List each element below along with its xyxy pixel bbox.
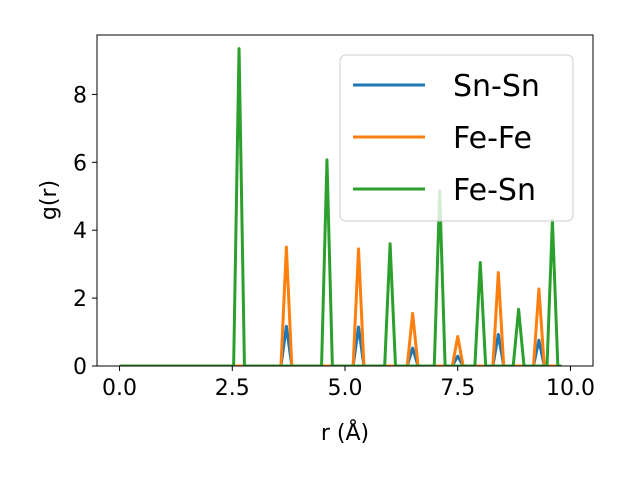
- y-tick-label: 2: [73, 287, 87, 312]
- x-tick-label: 7.5: [440, 376, 475, 401]
- x-axis-label: r (Å): [321, 419, 369, 446]
- legend-label-fe-fe: Fe-Fe: [453, 121, 532, 156]
- legend-label-fe-sn: Fe-Sn: [453, 173, 536, 208]
- x-tick-label: 2.5: [215, 376, 250, 401]
- x-tick-label: 10.0: [546, 376, 595, 401]
- y-axis: 0 2 4 6 8: [73, 83, 97, 380]
- y-tick-label: 8: [73, 83, 87, 108]
- legend: Sn-Sn Fe-Fe Fe-Sn: [339, 54, 574, 222]
- x-tick-label: 5.0: [328, 376, 363, 401]
- series-line-fe-fe: [119, 245, 562, 366]
- x-tick-label: 0.0: [102, 376, 137, 401]
- legend-label-sn-sn: Sn-Sn: [453, 69, 540, 104]
- legend-box: [339, 54, 574, 222]
- y-tick-label: 0: [73, 355, 87, 380]
- y-tick-label: 6: [73, 151, 87, 176]
- x-axis: 0.0 2.5 5.0 7.5 10.0: [102, 366, 595, 401]
- y-tick-label: 4: [73, 219, 87, 244]
- y-axis-label: g(r): [37, 180, 62, 220]
